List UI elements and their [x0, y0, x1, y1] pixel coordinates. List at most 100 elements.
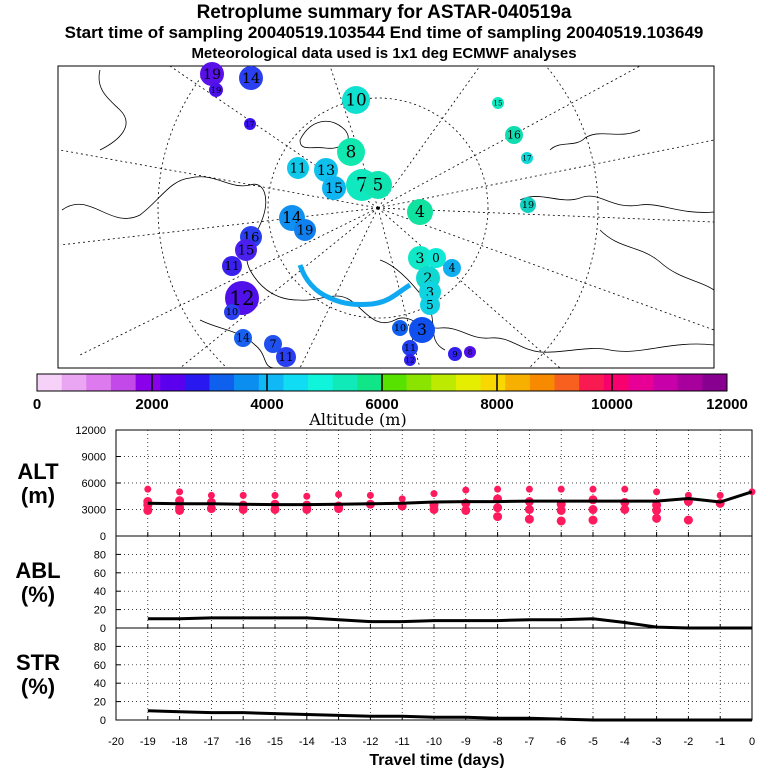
x-tick-label: -9 — [461, 736, 471, 748]
map-dot — [408, 246, 432, 270]
map-dot — [420, 295, 440, 315]
map-dot — [342, 86, 370, 114]
y-tick-label: 40 — [94, 678, 106, 690]
colorbar-label: Altitude (m) — [308, 410, 406, 429]
sampling-times: Start time of sampling 20040519.103544 E… — [64, 23, 704, 42]
alt-point — [493, 503, 503, 513]
colorbar-segment — [160, 374, 186, 391]
map-dot-label: 12 — [405, 355, 414, 364]
map-graticule — [59, 66, 714, 368]
map-dot-label: 3 — [417, 321, 427, 339]
colorbar-tick-label: 8000 — [480, 396, 513, 413]
alt-mean-line — [147, 490, 753, 507]
y-tick-label: 20 — [94, 697, 106, 709]
x-tick-label: -13 — [331, 736, 347, 748]
y-tick-label: 0 — [100, 623, 106, 635]
map-dot-label: 3 — [415, 251, 424, 267]
map-dot — [492, 97, 504, 109]
colorbar-segment — [505, 374, 531, 391]
colorbar-segment — [382, 374, 407, 391]
map-dot — [314, 158, 338, 182]
str-line — [147, 709, 752, 722]
y-tick-label: 20 — [94, 605, 106, 617]
alt-point — [525, 485, 533, 493]
alt-point — [144, 485, 152, 493]
colorbar-segment — [258, 374, 284, 391]
x-tick-label: -1 — [715, 736, 725, 748]
map-dot — [404, 354, 416, 366]
colorbar-segment — [455, 374, 481, 391]
y-tick-label: 9000 — [82, 452, 106, 464]
colorbar-segment — [283, 374, 309, 391]
colorbar-segment — [135, 374, 161, 391]
colorbar-segment — [480, 374, 506, 391]
alt-point — [716, 491, 724, 499]
alt-point — [589, 485, 597, 493]
map-dot — [402, 340, 418, 356]
y-tick-label: 0 — [100, 531, 106, 543]
colorbar-segment — [579, 374, 605, 391]
panel-y-label: ABL — [15, 558, 60, 583]
alt-point — [524, 514, 534, 524]
x-tick-label: 0 — [749, 736, 755, 748]
map-dot-label: 15 — [493, 98, 503, 107]
trajectory-line — [297, 264, 412, 307]
map-dot-label: 2 — [423, 271, 432, 287]
map-dot-label: 9 — [452, 349, 457, 359]
alt-point — [429, 505, 439, 514]
map-dot — [337, 138, 365, 166]
map-dot — [505, 126, 523, 144]
x-tick-label: -8 — [493, 736, 503, 748]
map-dot — [407, 199, 433, 225]
abl-line — [147, 616, 752, 630]
alt-point — [557, 485, 565, 493]
map-dot-label: 8 — [346, 142, 357, 162]
alt-point — [652, 505, 662, 515]
colorbar-segment — [184, 374, 210, 391]
map-dot — [521, 152, 533, 164]
map-dot-label: 7 — [356, 173, 368, 196]
map-dot — [322, 176, 346, 200]
map-dot — [276, 347, 296, 367]
map-dot — [443, 259, 461, 277]
alt-point — [493, 512, 503, 522]
alt-point — [494, 485, 502, 493]
x-tick-label: -14 — [299, 736, 315, 748]
alt-point — [653, 488, 661, 496]
alt-point — [620, 505, 630, 514]
colorbar-segment — [406, 374, 432, 391]
map-dot-label: 3 — [426, 285, 434, 300]
alt-point — [588, 505, 598, 514]
alt-point — [176, 488, 184, 496]
alt-point — [334, 504, 344, 514]
map-dot-label: 8 — [468, 347, 473, 356]
map-dot — [409, 317, 435, 343]
x-tick-label: -7 — [525, 736, 535, 748]
map-dot — [464, 346, 476, 358]
panel-y-label: (%) — [21, 674, 55, 699]
y-tick-label: 80 — [94, 641, 106, 653]
map-dot — [224, 304, 240, 320]
alt-point — [461, 505, 471, 515]
alt-point — [366, 491, 374, 499]
map-dot — [448, 347, 462, 361]
x-tick-label: -18 — [172, 736, 188, 748]
colorbar-segment — [61, 374, 87, 391]
colorbar-segment — [209, 374, 235, 391]
time-series-panels: 030006000900012000ALT(m)020406080ABL(%)0… — [15, 425, 756, 748]
map-dot-label: 10 — [226, 307, 238, 318]
map-dot-label: 10 — [394, 323, 406, 334]
colorbar-segment — [332, 374, 358, 391]
colorbar-segment — [702, 374, 728, 391]
x-tick-label: -17 — [203, 736, 219, 748]
panel-y-label: ALT — [17, 459, 59, 484]
alt-point — [238, 505, 248, 514]
alt-point — [652, 513, 662, 523]
map-dot-label: 7 — [270, 338, 277, 351]
map-dot-label: 14 — [242, 71, 260, 87]
panel-frame-str — [115, 627, 753, 721]
colorbar-segment — [431, 374, 457, 391]
colorbar-segment — [37, 374, 62, 391]
colorbar-segment — [529, 374, 555, 391]
